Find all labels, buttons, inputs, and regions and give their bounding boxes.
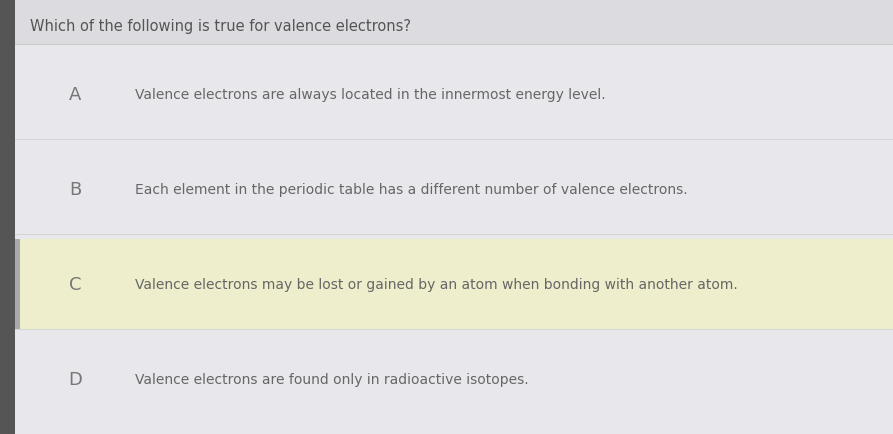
Text: Valence electrons are always located in the innermost energy level.: Valence electrons are always located in … [135, 88, 605, 102]
Text: Valence electrons may be lost or gained by an atom when bonding with another ato: Valence electrons may be lost or gained … [135, 277, 738, 291]
Text: Which of the following is true for valence electrons?: Which of the following is true for valen… [30, 20, 411, 34]
Text: Valence electrons are found only in radioactive isotopes.: Valence electrons are found only in radi… [135, 372, 529, 386]
Bar [15, 240, 893, 329]
Text: Each element in the periodic table has a different number of valence electrons.: Each element in the periodic table has a… [135, 183, 688, 197]
Bar [15, 240, 20, 329]
Text: D: D [68, 370, 82, 388]
Text: A: A [69, 86, 81, 104]
Text: C: C [69, 275, 81, 293]
Bar [200, 0, 560, 10]
Text: B: B [69, 181, 81, 198]
Bar [15, 0, 893, 45]
Bar [0, 0, 15, 434]
